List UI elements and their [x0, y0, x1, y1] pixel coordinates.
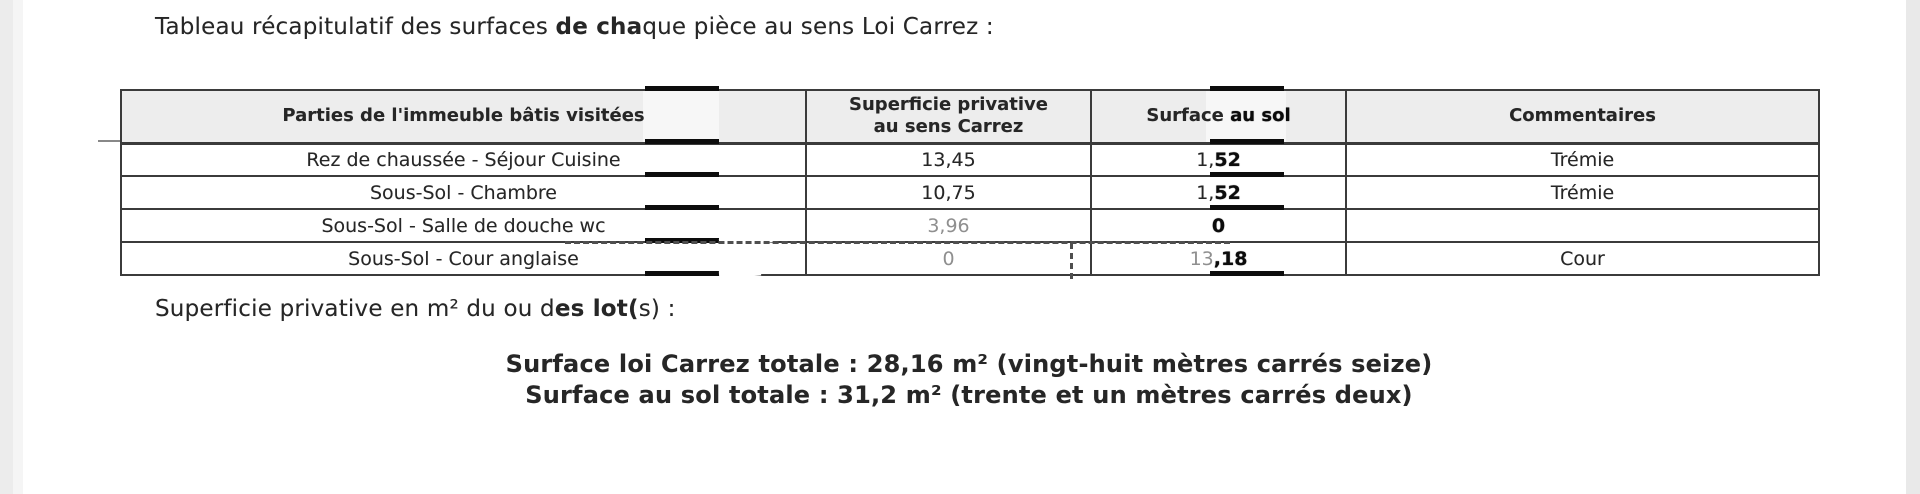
scan-redaction-mark — [1210, 271, 1284, 276]
total-carrez-line: Surface loi Carrez totale : 28,16 m² (vi… — [505, 350, 1433, 378]
table-row: Sous-Sol - Chambre 10,75 1,52 Trémie — [120, 175, 1820, 210]
header-superficie-carrez: Superficie privative au sens Carrez — [805, 89, 1092, 145]
scan-dashed-line-horizontal — [565, 241, 1230, 244]
subtitle-text-end: s) : — [638, 296, 676, 322]
table-row: Rez de chaussée - Séjour Cuisine 13,45 1… — [120, 142, 1820, 177]
header-au-sol-text: au sol — [1223, 105, 1291, 126]
scan-redaction-mark — [645, 172, 719, 177]
scan-redaction-mark — [1210, 86, 1284, 91]
cell-carrez: 10,75 — [805, 175, 1092, 210]
cell-surface-sol: 0 — [1090, 208, 1347, 243]
scan-dashed-line-vertical — [1070, 243, 1073, 279]
header-parties: Parties de l'immeuble bâtis visitées — [120, 89, 807, 145]
table-row: Sous-Sol - Salle de douche wc 3,96 0 — [120, 208, 1820, 243]
scan-redaction-mark — [645, 205, 719, 210]
cell-comment — [1345, 208, 1820, 243]
sol-value-bold: 52 — [1214, 181, 1241, 204]
subtitle-text-bold-artifact: es lot( — [554, 296, 639, 322]
cell-comment: Trémie — [1345, 175, 1820, 210]
scan-redaction-mark — [645, 238, 719, 243]
scan-redaction-mark — [645, 86, 719, 91]
cell-carrez: 3,96 — [805, 208, 1092, 243]
sol-value: 1, — [1196, 148, 1215, 171]
lots-subtitle: Superficie privative en m² du ou des lot… — [155, 296, 676, 322]
scan-white-notch — [718, 268, 762, 279]
cell-piece: Sous-Sol - Cour anglaise — [120, 241, 807, 276]
scan-redaction-mark — [1210, 205, 1284, 210]
sol-value-bold: 52 — [1214, 148, 1241, 171]
title-text-end: que pièce au sens Loi Carrez : — [642, 14, 994, 40]
cell-comment: Cour — [1345, 241, 1820, 276]
scan-redaction-mark — [1210, 139, 1284, 144]
sol-value-bold: 0 — [1211, 214, 1226, 237]
cell-piece: Rez de chaussée - Séjour Cuisine — [120, 142, 807, 177]
sol-value-bold: ,18 — [1213, 247, 1248, 270]
scan-gutter-left-fade — [13, 0, 23, 494]
scan-redaction-mark — [645, 139, 719, 144]
cell-carrez: 13,45 — [805, 142, 1092, 177]
table-header-row: Parties de l'immeuble bâtis visitées Sup… — [120, 89, 1820, 145]
cell-piece: Sous-Sol - Salle de douche wc — [120, 208, 807, 243]
scan-redaction-mark — [1210, 172, 1284, 177]
total-surface-sol-line: Surface au sol totale : 31,2 m² (trente … — [525, 381, 1413, 409]
sol-value: 1, — [1196, 181, 1215, 204]
scan-redaction-mark — [645, 271, 719, 276]
scan-tick-mark — [98, 140, 120, 142]
title-text-bold-artifact: de cha — [555, 14, 643, 40]
document-title: Tableau récapitulatif des surfaces de ch… — [155, 14, 994, 40]
totals-block: Surface loi Carrez totale : 28,16 m² (vi… — [120, 349, 1818, 411]
scan-gutter-left — [0, 0, 13, 494]
cell-carrez: 0 — [805, 241, 1092, 276]
cell-comment: Trémie — [1345, 142, 1820, 177]
sol-value: 13 — [1189, 247, 1214, 270]
subtitle-text: Superficie privative en m² du ou d — [155, 296, 555, 322]
title-text: Tableau récapitulatif des surfaces — [155, 14, 556, 40]
header-surface-au-sol: Surface au sol — [1090, 89, 1347, 145]
table-row: Sous-Sol - Cour anglaise 0 13,18 Cour — [120, 241, 1820, 276]
header-commentaires: Commentaires — [1345, 89, 1820, 145]
scan-gutter-right — [1906, 0, 1920, 494]
surfaces-table: Parties de l'immeuble bâtis visitées Sup… — [120, 89, 1820, 276]
header-surface-text: Surface — [1146, 105, 1224, 126]
cell-piece: Sous-Sol - Chambre — [120, 175, 807, 210]
cell-surface-sol: 1,52 — [1090, 142, 1347, 177]
